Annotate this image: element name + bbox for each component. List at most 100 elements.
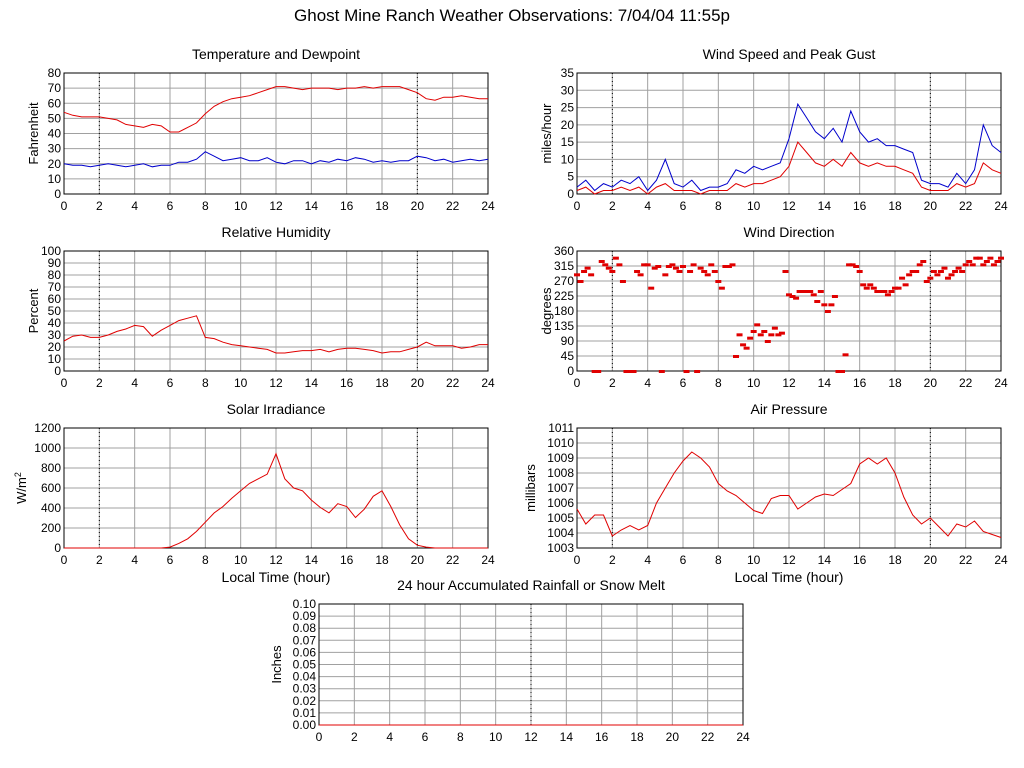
press-xtick-label: 22	[959, 553, 973, 567]
solar-xtick-label: 20	[411, 553, 425, 567]
wdir-point	[796, 290, 803, 293]
wdir-point	[782, 270, 789, 273]
rh-ytick-label: 70	[48, 280, 62, 294]
wdir-point	[581, 270, 588, 273]
temp-xtick-label: 24	[481, 199, 495, 213]
wdir-point	[750, 330, 757, 333]
wdir-point	[789, 295, 796, 298]
wdir-xtick-label: 6	[680, 376, 687, 390]
rh-ylabel: Percent	[26, 288, 41, 333]
wdir-point	[899, 276, 906, 280]
wdir-point	[733, 355, 739, 358]
rh-series-line-0	[63, 315, 488, 354]
wdir-xtick-label: 22	[959, 376, 973, 390]
rh-xtick-label: 24	[481, 376, 495, 390]
press-frame	[576, 427, 1002, 549]
wdir-point	[687, 270, 694, 273]
wdir-point	[630, 370, 637, 373]
temp-xtick-label: 12	[269, 199, 283, 213]
rain-ytick-label: 0.08	[293, 621, 317, 635]
solar-xtick-label: 18	[375, 553, 389, 567]
press-xtick-label: 12	[782, 553, 796, 567]
wdir-point	[793, 296, 800, 300]
wdir-point	[761, 330, 768, 333]
rh-frame	[63, 250, 489, 372]
wind-frame	[576, 72, 1002, 195]
solar-xtick-label: 10	[234, 553, 248, 567]
temp-xtick-label: 16	[340, 199, 354, 213]
solar-xtick-label: 24	[481, 553, 495, 567]
rain-xtick-label: 18	[630, 730, 644, 744]
temp-xtick-label: 14	[305, 199, 319, 213]
wind-xtick-label: 8	[715, 199, 722, 213]
wdir-point	[807, 290, 814, 293]
wdir-point	[803, 290, 810, 293]
wdir-point	[641, 263, 648, 267]
temp-xtick-label: 18	[375, 199, 389, 213]
wdir-point	[598, 260, 605, 263]
rh-xtick-label: 16	[340, 376, 354, 390]
rh-xtick-label: 22	[446, 376, 460, 390]
temp-xtick-label: 4	[131, 199, 138, 213]
rh-xtick-label: 8	[202, 376, 209, 390]
wdir-point	[930, 270, 937, 273]
wdir-ytick-label: 135	[554, 319, 574, 333]
wdir-point	[959, 270, 966, 273]
wdir-point	[842, 353, 849, 357]
wdir-point	[786, 293, 792, 297]
wdir-point	[680, 265, 686, 268]
rain-xtick-label: 16	[595, 730, 609, 744]
wdir-point	[665, 265, 672, 268]
wdir-point	[736, 333, 743, 337]
rain-ytick-label: 0.03	[293, 682, 317, 696]
wdir-point	[860, 283, 867, 287]
rain-ytick-label: 0.04	[293, 670, 317, 684]
rh-xtick-label: 18	[375, 376, 389, 390]
wdir-point	[987, 256, 994, 260]
wind-xtick-label: 24	[994, 199, 1008, 213]
wdir-point	[906, 273, 913, 277]
wdir-point	[902, 283, 909, 287]
temp-ytick-label: 30	[48, 142, 62, 156]
temp-ytick-label: 10	[48, 172, 62, 186]
temp-xtick-label: 20	[411, 199, 425, 213]
temp-frame	[63, 72, 489, 195]
wdir-point	[704, 273, 711, 277]
wdir-point	[740, 343, 747, 347]
wdir-point	[701, 270, 708, 273]
wdir-point	[856, 270, 863, 273]
wind-ytick-label: 15	[561, 135, 575, 149]
wind-series-line-1	[576, 141, 1002, 195]
wind-ytick-label: 25	[561, 101, 575, 115]
wdir-point	[690, 263, 697, 267]
wind-xtick-label: 20	[924, 199, 938, 213]
press-xtick-label: 10	[747, 553, 761, 567]
wdir-point	[588, 273, 595, 277]
wdir-ytick-label: 0	[567, 364, 574, 378]
wdir-point	[672, 266, 679, 270]
wdir-ytick-label: 180	[554, 304, 574, 318]
solar-xtick-label: 22	[446, 553, 460, 567]
wdir-point	[994, 260, 1001, 263]
rain-xtick-label: 0	[316, 730, 323, 744]
wind-ytick-label: 10	[561, 152, 575, 166]
rain-ytick-label: 0.00	[293, 718, 317, 732]
wind-xtick-label: 10	[747, 199, 761, 213]
wdir-point	[973, 256, 980, 260]
rain-xtick-label: 8	[457, 730, 464, 744]
wdir-point	[962, 263, 969, 267]
wdir-point	[574, 273, 580, 277]
press-series-line-0	[576, 451, 1002, 538]
solar-ytick-label: 200	[41, 521, 61, 535]
temp-xtick-label: 0	[61, 199, 68, 213]
solar-ytick-label: 400	[41, 501, 61, 515]
rh-xtick-label: 0	[61, 376, 68, 390]
wdir-point	[616, 263, 623, 267]
press-ytick-label: 1007	[547, 481, 574, 495]
wdir-point	[725, 265, 732, 268]
press-ytick-label: 1011	[548, 421, 574, 435]
solar-xtick-label: 14	[305, 553, 319, 567]
rh-ytick-label: 80	[48, 268, 62, 282]
wind-xtick-label: 16	[853, 199, 867, 213]
